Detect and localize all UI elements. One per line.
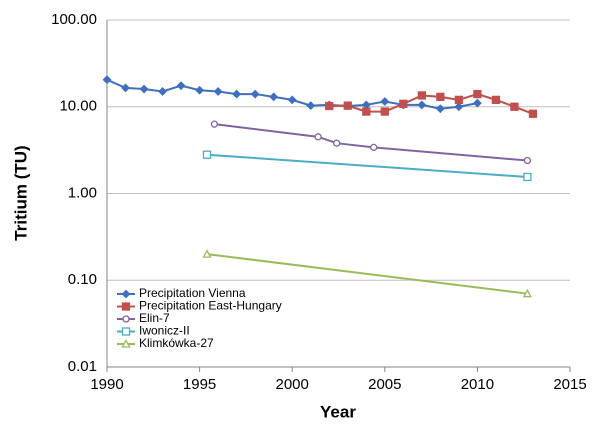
marker xyxy=(202,150,212,159)
marker xyxy=(325,101,334,111)
marker xyxy=(454,95,464,105)
marker xyxy=(250,89,260,99)
marker xyxy=(121,289,131,299)
marker xyxy=(380,107,389,116)
marker xyxy=(210,120,219,128)
series-line xyxy=(206,253,528,295)
marker xyxy=(380,97,390,106)
y-tick-label: 100.00 xyxy=(51,11,97,28)
marker xyxy=(399,99,408,109)
marker xyxy=(202,249,212,258)
marker xyxy=(139,84,149,94)
x-tick-label: 2000 xyxy=(276,376,309,393)
marker xyxy=(121,83,130,93)
marker xyxy=(417,100,427,110)
x-tick-label: 1990 xyxy=(90,376,123,393)
marker xyxy=(121,339,131,348)
series-line xyxy=(206,153,528,178)
marker xyxy=(523,156,532,165)
series-line xyxy=(214,123,528,162)
marker xyxy=(314,133,322,141)
marker xyxy=(370,143,378,152)
marker xyxy=(522,288,532,298)
legend-label: Precipitation Vienna xyxy=(139,286,246,300)
x-tick-label: 2010 xyxy=(461,376,494,393)
series-line xyxy=(329,93,534,115)
marker xyxy=(510,102,519,111)
x-tick-label: 2005 xyxy=(368,376,401,393)
marker xyxy=(472,98,482,108)
marker xyxy=(122,315,130,323)
legend-label: Elin-7 xyxy=(139,311,170,325)
legend-label: Klimkówka-27 xyxy=(139,336,214,350)
marker xyxy=(523,172,532,182)
marker xyxy=(454,102,464,112)
legend-label: Iwonicz-II xyxy=(139,324,190,338)
x-axis-label: Year xyxy=(320,402,356,421)
marker xyxy=(176,81,186,91)
x-tick-label: 1995 xyxy=(183,376,216,393)
marker xyxy=(232,89,242,99)
marker xyxy=(121,327,131,336)
marker xyxy=(306,101,316,111)
marker xyxy=(195,85,205,95)
marker xyxy=(491,95,501,105)
marker xyxy=(213,87,223,96)
x-tick-label: 2015 xyxy=(553,376,586,393)
y-tick-label: 1.00 xyxy=(68,184,97,201)
marker xyxy=(436,92,445,102)
marker xyxy=(362,107,371,116)
y-tick-label: 0.01 xyxy=(68,358,97,375)
marker xyxy=(287,95,297,105)
y-tick-label: 0.10 xyxy=(68,271,97,288)
marker xyxy=(102,75,112,85)
marker xyxy=(158,87,167,96)
marker xyxy=(473,89,482,99)
marker xyxy=(121,302,131,311)
legend-label: Precipitation East-Hungary xyxy=(139,299,282,313)
marker xyxy=(269,92,279,102)
y-axis-label: Tritium (TU) xyxy=(11,145,30,240)
marker xyxy=(343,101,352,110)
y-tick-label: 10.00 xyxy=(59,98,97,115)
marker xyxy=(528,109,538,118)
marker xyxy=(435,104,445,114)
marker xyxy=(361,100,371,110)
marker xyxy=(332,139,341,147)
marker xyxy=(417,91,426,100)
